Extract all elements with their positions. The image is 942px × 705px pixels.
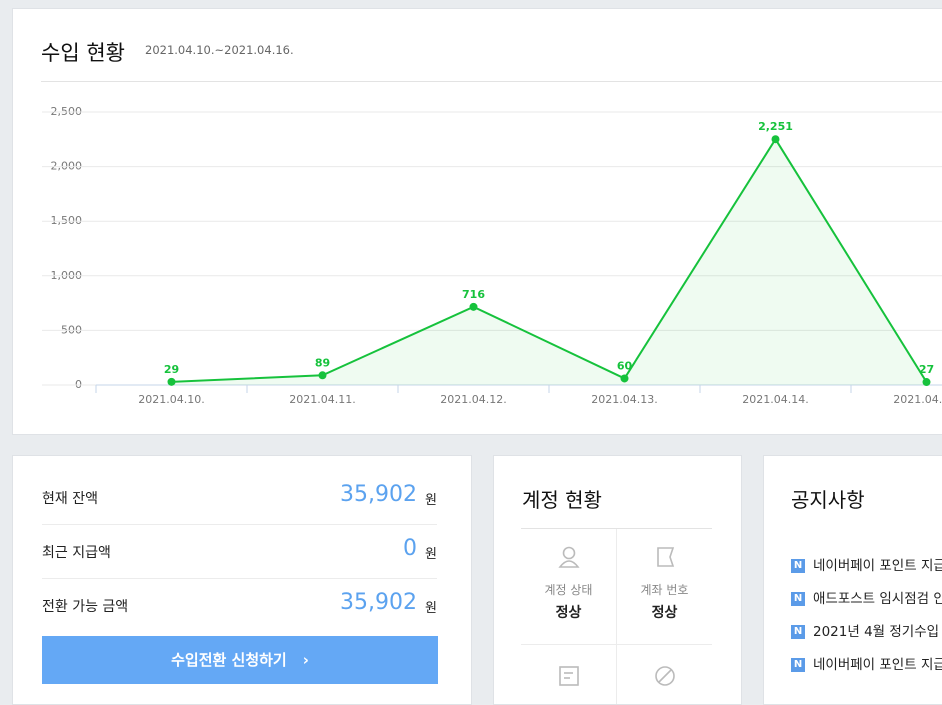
point	[167, 377, 176, 386]
notice-text: 2021년 4월 정기수입	[813, 624, 940, 640]
revenue-title: 수입 현황	[41, 41, 125, 65]
label: 최근 지급액	[42, 545, 111, 561]
amount: 35,902	[340, 590, 417, 615]
badge: N	[791, 559, 805, 573]
x-tick-label: 2021.04.11.	[289, 393, 355, 406]
notice-item[interactable]: N 애드포스트 임시점검 안	[791, 587, 942, 607]
point	[469, 302, 478, 311]
revenue-period: 2021.04.10.~2021.04.16.	[145, 43, 294, 57]
button-label: 수입전환 신청하기	[171, 651, 287, 669]
divider	[41, 81, 942, 82]
unit: 원	[425, 493, 437, 508]
flag-icon	[656, 547, 674, 567]
divider	[616, 529, 617, 704]
point	[771, 135, 780, 144]
doc-icon	[559, 666, 579, 686]
label: 계좌 번호	[640, 583, 689, 597]
data-label: 716	[462, 288, 485, 301]
notice-panel: 공지사항 N 네이버페이 포인트 지급 N 애드포스트 임시점검 안 N 2021년 …	[763, 455, 942, 705]
line	[171, 137, 928, 383]
balance-row: 최근 지급액 0 원	[42, 524, 437, 579]
notice-item[interactable]: N 2021년 4월 정기수입	[791, 620, 939, 640]
ban-icon	[655, 666, 675, 686]
data-label: 60	[617, 359, 633, 372]
balance-panel: 현재 잔액 35,902 원 최근 지급액 0 원 전환 가능 금액 35,902 원 수입…	[12, 455, 472, 705]
label: 현재 잔액	[42, 491, 98, 507]
unit: 원	[425, 601, 437, 616]
point	[922, 378, 931, 387]
x-tick-label: 2021.04.10.	[138, 393, 204, 406]
x-tick-label: 2021.04.12.	[440, 393, 506, 406]
badge: N	[791, 658, 805, 672]
person-icon	[557, 546, 580, 568]
point	[318, 371, 327, 380]
label: 전환 가능 금액	[42, 599, 129, 615]
account-title: 계정 현황	[522, 488, 602, 512]
notice-item[interactable]: N 네이버페이 포인트 지급	[791, 554, 942, 574]
x-tick-label: 2021.04.13.	[591, 393, 657, 406]
badge: N	[791, 592, 805, 606]
balance-row: 전환 가능 금액 35,902 원	[42, 578, 437, 632]
account-cell: 계정 상태 정상	[521, 529, 616, 644]
account-cell: 계좌 번호 정상	[617, 529, 712, 644]
divider	[521, 528, 712, 529]
value: 정상	[555, 605, 582, 621]
notice-title: 공지사항	[791, 488, 865, 512]
data-label: 27	[919, 363, 934, 376]
divider	[521, 644, 712, 645]
notice-text: 네이버페이 포인트 지급	[813, 558, 942, 574]
amount: 0	[403, 536, 417, 561]
data-label: 2,251	[758, 120, 793, 133]
notice-item[interactable]: N 네이버페이 포인트 지급	[791, 653, 942, 673]
x-tick-label: 2021.04.15.	[893, 393, 942, 406]
label: 계정 상태	[544, 583, 593, 597]
badge: N	[791, 625, 805, 639]
convert-button[interactable]: 수입전환 신청하기 ›	[42, 636, 438, 684]
unit: 원	[425, 547, 437, 562]
data-label: 29	[164, 363, 179, 376]
notice-text: 네이버페이 포인트 지급	[813, 657, 942, 673]
balance-row: 현재 잔액 35,902 원	[42, 470, 437, 525]
amount: 35,902	[340, 482, 417, 507]
notice-text: 애드포스트 임시점검 안	[813, 591, 942, 607]
data-label: 89	[315, 356, 330, 369]
point	[620, 374, 629, 383]
x-tick-label: 2021.04.14.	[742, 393, 808, 406]
value: 정상	[651, 605, 678, 621]
chart: 05001,0001,5002,0002,5002021.04.10.2021.…	[42, 105, 942, 406]
account-panel: 계정 현황 계정 상태 정상 계좌 번호 정상	[493, 455, 742, 705]
area	[171, 139, 927, 385]
